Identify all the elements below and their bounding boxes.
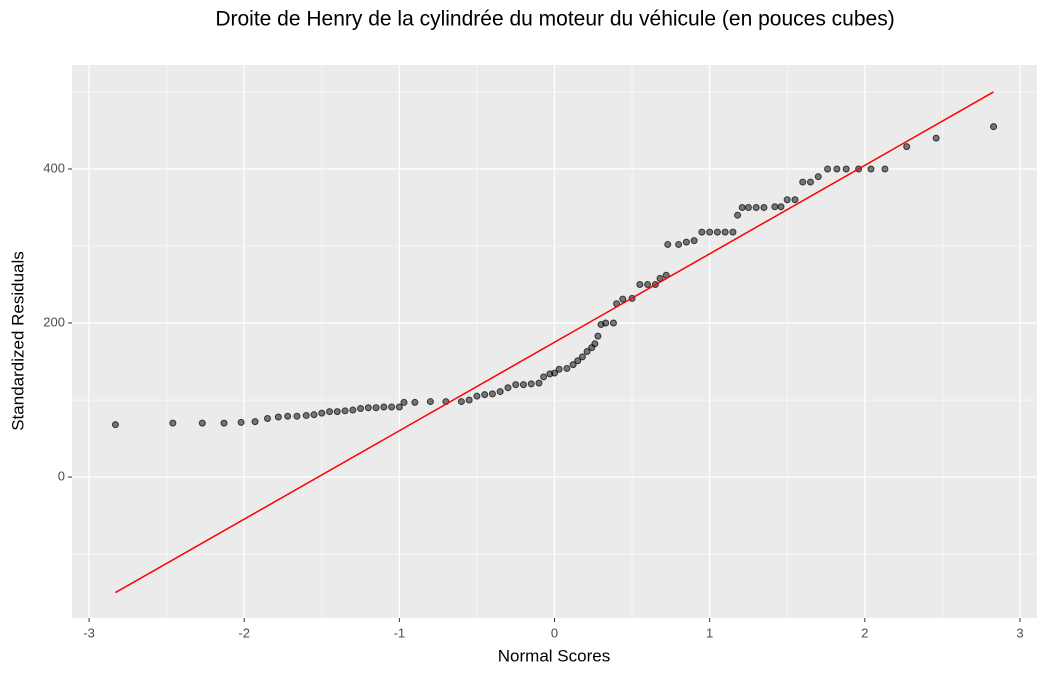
point [644,281,652,289]
y-axis-label: Standardized Residuals [8,251,27,431]
x-tick-label: 3 [1016,625,1023,640]
point [364,404,372,412]
point [111,421,119,429]
point [504,384,512,392]
point [729,228,737,236]
y-tick-label: 200 [43,314,65,329]
x-tick-label: -3 [83,625,95,640]
point [357,405,365,413]
point [583,348,591,356]
point [318,409,326,417]
point [619,295,627,303]
point [690,237,698,245]
point [251,418,259,426]
point [555,365,563,373]
point [263,415,271,423]
point [578,353,586,361]
point [341,407,349,415]
point [372,404,380,412]
x-tick-label: 2 [861,625,868,640]
point [594,332,602,340]
point [591,340,599,348]
chart-title: Droite de Henry de la cylindrée du moteu… [215,8,894,31]
y-tick-label: 0 [58,468,65,483]
point [752,203,760,211]
point [380,403,388,411]
point [169,419,177,427]
point [274,413,282,421]
point [481,391,489,399]
point [990,123,998,131]
point [457,398,465,406]
point [411,398,419,406]
point [535,379,543,387]
point [333,408,341,416]
point [903,143,911,151]
point [771,203,779,211]
point [563,364,571,372]
point [220,419,228,427]
point [496,388,504,396]
x-axis-label: Normal Scores [498,646,610,665]
point [302,411,310,419]
point [664,240,672,248]
point [783,196,791,204]
point [574,357,582,365]
point [777,203,785,211]
point [569,361,577,369]
point [698,228,706,236]
point [400,398,408,406]
x-tick-label: -2 [238,625,250,640]
x-tick-label: -1 [394,625,406,640]
point [488,390,496,398]
point [706,228,714,236]
point [473,392,481,400]
point [713,228,721,236]
point [867,165,875,173]
point [395,403,403,411]
point [388,403,396,411]
point [682,238,690,246]
point [675,240,683,248]
point [738,203,746,211]
point [636,281,644,289]
point [824,165,832,173]
point [512,381,520,389]
point [198,419,206,427]
point [791,196,799,204]
point [721,228,729,236]
point [540,373,548,381]
point [349,406,357,414]
point [284,412,292,420]
point [310,411,318,419]
point [833,165,841,173]
y-tick-label: 400 [43,160,65,175]
reference-line [115,91,994,594]
point [465,396,473,404]
point [326,408,334,416]
x-tick-label: 1 [706,625,713,640]
point [760,203,768,211]
point [602,319,610,327]
point [426,398,434,406]
point [799,178,807,186]
point [527,380,535,388]
x-tick-label: 0 [551,625,558,640]
point [519,381,527,389]
point [293,412,301,420]
point [551,369,558,377]
point [744,203,752,211]
point [881,165,889,173]
point [806,178,814,186]
point [237,418,245,426]
point [932,134,940,142]
point [842,165,850,173]
point [814,173,822,181]
point [734,211,742,219]
point [609,319,617,327]
